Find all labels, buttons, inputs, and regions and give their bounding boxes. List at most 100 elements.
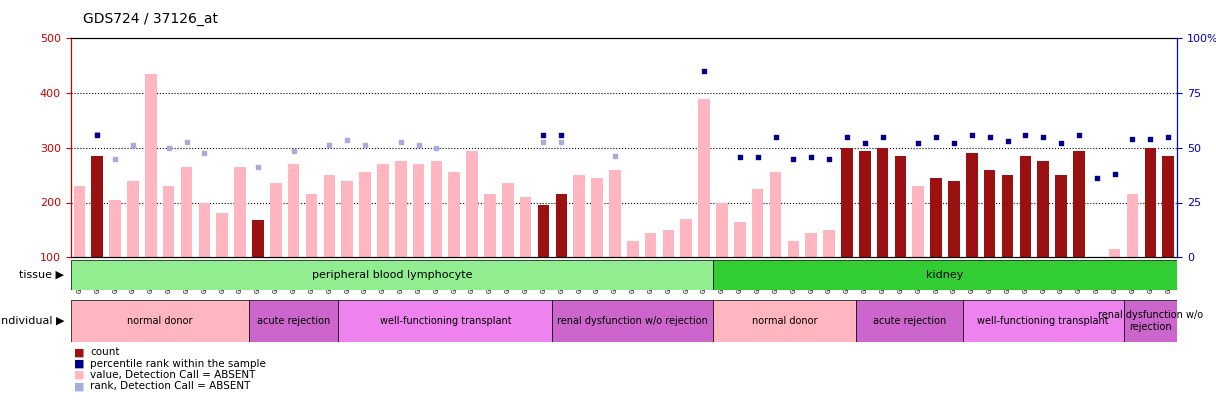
Point xyxy=(337,136,358,143)
Bar xyxy=(856,300,963,342)
Bar xyxy=(895,156,906,257)
Text: ■: ■ xyxy=(74,347,85,357)
Bar xyxy=(1055,175,1066,257)
Text: GDS724 / 37126_at: GDS724 / 37126_at xyxy=(83,12,218,26)
Bar xyxy=(1162,156,1173,257)
Text: count: count xyxy=(90,347,119,357)
Point xyxy=(88,132,107,138)
Bar xyxy=(71,300,249,342)
Point xyxy=(820,156,839,162)
Bar xyxy=(858,151,871,257)
Point xyxy=(962,132,981,138)
Point xyxy=(855,140,874,147)
Point xyxy=(1159,134,1178,140)
Bar xyxy=(912,186,924,257)
Bar xyxy=(412,164,424,257)
Text: tissue ▶: tissue ▶ xyxy=(19,270,64,280)
Point xyxy=(534,132,553,138)
Bar xyxy=(198,202,210,257)
Bar xyxy=(556,194,567,257)
Bar xyxy=(713,260,1177,290)
Text: acute rejection: acute rejection xyxy=(873,316,946,326)
Bar xyxy=(1124,300,1177,342)
Point xyxy=(927,134,946,140)
Point xyxy=(998,138,1018,145)
Bar xyxy=(323,175,336,257)
Bar xyxy=(395,162,406,257)
Bar xyxy=(520,197,531,257)
Point xyxy=(176,139,196,145)
Bar xyxy=(751,189,764,257)
Bar xyxy=(359,173,371,257)
Text: normal donor: normal donor xyxy=(126,316,192,326)
Point xyxy=(908,140,928,147)
Point xyxy=(766,134,786,140)
Bar xyxy=(235,167,246,257)
Bar xyxy=(1091,257,1103,263)
Point xyxy=(106,156,125,162)
Text: kidney: kidney xyxy=(927,270,964,280)
Bar xyxy=(128,181,139,257)
Bar xyxy=(181,167,192,257)
Point xyxy=(980,134,1000,140)
Point xyxy=(873,134,893,140)
Bar xyxy=(805,232,817,257)
Bar xyxy=(877,148,889,257)
Bar xyxy=(145,74,157,257)
Point xyxy=(801,153,821,160)
Bar xyxy=(788,241,799,257)
Point xyxy=(945,140,964,147)
Bar xyxy=(1144,148,1156,257)
Point xyxy=(159,145,179,151)
Point xyxy=(355,142,375,148)
Text: acute rejection: acute rejection xyxy=(257,316,331,326)
Point xyxy=(694,68,714,75)
Point xyxy=(534,139,553,145)
Bar xyxy=(663,230,674,257)
Point xyxy=(606,153,625,159)
Point xyxy=(283,147,303,154)
Bar xyxy=(841,148,852,257)
Bar xyxy=(449,173,460,257)
Bar xyxy=(1109,249,1120,257)
Bar xyxy=(1127,194,1138,257)
Point xyxy=(320,142,339,148)
Point xyxy=(123,142,142,148)
Bar xyxy=(644,232,657,257)
Bar xyxy=(71,260,713,290)
Point xyxy=(1122,136,1142,142)
Text: rank, Detection Call = ABSENT: rank, Detection Call = ABSENT xyxy=(90,382,250,391)
Point xyxy=(748,153,767,160)
Text: well-functioning transplant: well-functioning transplant xyxy=(379,316,511,326)
Bar xyxy=(252,220,264,257)
Bar xyxy=(484,194,496,257)
Text: ■: ■ xyxy=(74,370,85,380)
Bar xyxy=(552,300,713,342)
Point xyxy=(1015,132,1035,138)
Point xyxy=(195,150,214,156)
Bar xyxy=(109,200,120,257)
Text: peripheral blood lymphocyte: peripheral blood lymphocyte xyxy=(311,270,472,280)
Bar xyxy=(1002,175,1013,257)
Bar xyxy=(74,186,85,257)
Bar xyxy=(609,170,620,257)
Bar xyxy=(681,219,692,257)
Bar xyxy=(627,241,638,257)
Point xyxy=(730,153,749,160)
Bar xyxy=(823,230,835,257)
Bar xyxy=(574,175,585,257)
Point xyxy=(1069,132,1088,138)
Bar xyxy=(984,170,996,257)
Bar xyxy=(466,151,478,257)
Bar xyxy=(966,153,978,257)
Bar xyxy=(430,162,443,257)
Text: value, Detection Call = ABSENT: value, Detection Call = ABSENT xyxy=(90,370,255,380)
Point xyxy=(427,145,446,151)
Text: individual ▶: individual ▶ xyxy=(0,316,64,326)
Point xyxy=(1105,171,1125,177)
Bar xyxy=(342,181,353,257)
Bar xyxy=(305,194,317,257)
Bar xyxy=(249,300,338,342)
Bar xyxy=(288,164,299,257)
Bar xyxy=(338,300,552,342)
